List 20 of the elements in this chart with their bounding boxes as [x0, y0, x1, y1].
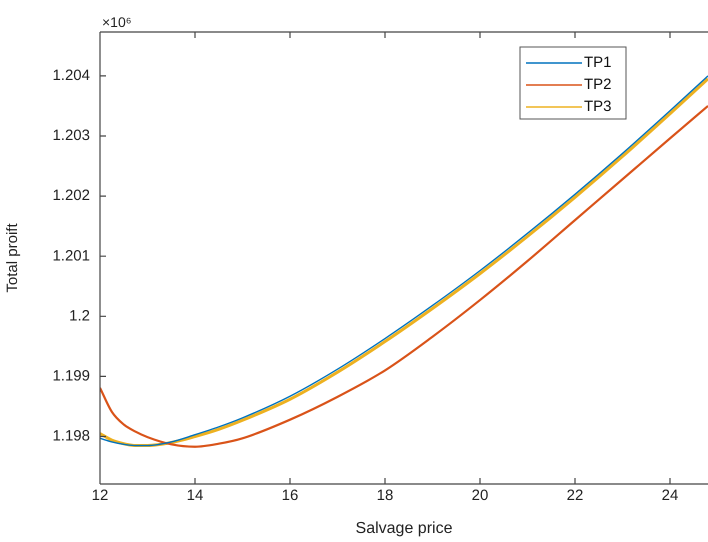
legend-label: TP3: [584, 98, 612, 116]
y-tick-label: 1.2: [69, 307, 90, 324]
y-tick-label: 1.202: [52, 187, 90, 204]
legend-label: TP2: [584, 76, 612, 94]
text: ×10⁶: [102, 14, 132, 30]
y-tick-label: 1.198: [52, 428, 90, 445]
x-tick-label: 20: [472, 487, 488, 504]
x-tick-label: 22: [566, 487, 584, 504]
x-tick-label: 18: [376, 487, 394, 504]
y-tick-label: 1.203: [52, 127, 90, 144]
legend-label: TP1: [584, 54, 612, 72]
x-tick-label: 24: [662, 487, 678, 504]
y-tick-label: 1.199: [52, 368, 90, 385]
y-tick-label: 1.201: [52, 247, 90, 264]
x-axis-title: Salvage price: [356, 520, 453, 537]
x-tick-label: 14: [186, 487, 204, 504]
x-tick-label: 16: [282, 487, 298, 504]
y-axis-title: Total proift: [4, 222, 22, 293]
y-tick-label: 1.204: [52, 67, 90, 84]
x-tick-label: 12: [92, 487, 108, 504]
